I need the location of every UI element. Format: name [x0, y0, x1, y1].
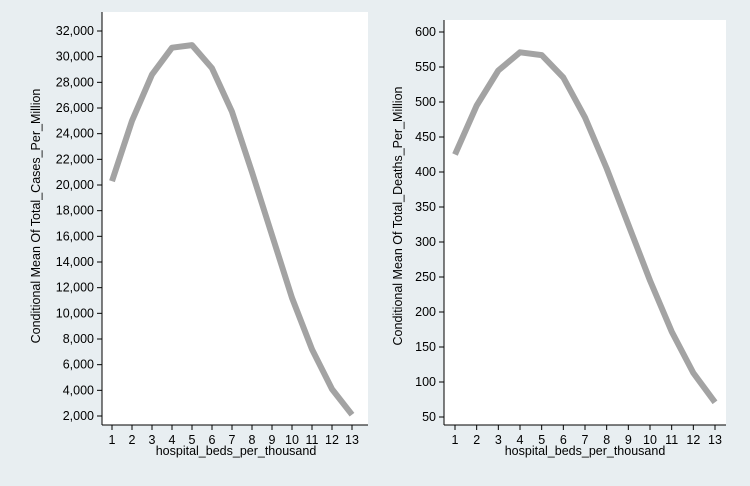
deaths-y-tick-label: 400 — [415, 165, 436, 179]
deaths-y-tick-label: 50 — [422, 410, 436, 424]
deaths-plot-area — [444, 20, 726, 425]
cases-y-tick-label: 32,000 — [56, 24, 94, 38]
cases-x-tick-label: 5 — [189, 433, 196, 447]
cases-x-tick-label: 13 — [345, 433, 359, 447]
deaths-y-tick-label: 600 — [415, 25, 436, 39]
cases-series-line — [109, 42, 355, 417]
deaths-x-tick-label: 11 — [665, 433, 678, 447]
deaths-y-tick-label: 550 — [415, 60, 436, 74]
cases-plot-area — [102, 12, 368, 425]
deaths-x-tick-label: 9 — [625, 433, 632, 447]
deaths-x-tick-label: 1 — [452, 433, 459, 447]
cases-y-tick-label: 8,000 — [63, 332, 94, 346]
cases-y-tick-label: 20,000 — [56, 178, 94, 192]
cases-chart: 2,0004,0006,0008,00010,00012,00014,00016… — [29, 12, 368, 458]
deaths-series-line — [452, 49, 718, 405]
cases-x-tick-label: 11 — [306, 433, 319, 447]
cases-y-tick-label: 6,000 — [63, 358, 94, 372]
cases-x-tick-label: 4 — [169, 433, 176, 447]
cases-y-tick-label: 2,000 — [63, 409, 94, 423]
cases-y-axis-title: Conditional Mean Of Total_Cases_Per_Mill… — [29, 89, 43, 344]
cases-y-tick-label: 24,000 — [56, 127, 94, 141]
deaths-x-tick-label: 13 — [708, 433, 722, 447]
deaths-x-tick-label: 5 — [538, 433, 545, 447]
deaths-x-tick-label: 12 — [686, 433, 700, 447]
cases-x-tick-label: 6 — [209, 433, 216, 447]
cases-x-tick-label: 9 — [269, 433, 276, 447]
cases-x-tick-label: 3 — [149, 433, 156, 447]
cases-x-tick-label: 12 — [325, 433, 339, 447]
deaths-x-tick-label: 3 — [495, 433, 502, 447]
deaths-x-ticks: 1 2 3 4 5 6 7 8 9 10 11 12 13 — [452, 425, 722, 447]
cases-y-tick-label: 30,000 — [56, 50, 94, 64]
deaths-y-tick-label: 200 — [415, 305, 436, 319]
deaths-x-tick-label: 6 — [560, 433, 567, 447]
deaths-x-tick-label: 2 — [473, 433, 480, 447]
deaths-y-axis-title: Conditional Mean Of Total_Deaths_Per_Mil… — [391, 86, 405, 345]
deaths-y-ticks: 50 100 150 200 250 300 350 400 450 500 550 600 — [415, 25, 444, 424]
deaths-y-tick-label: 250 — [415, 270, 436, 284]
deaths-y-tick-label: 350 — [415, 200, 436, 214]
cases-y-tick-label: 28,000 — [56, 75, 94, 89]
cases-y-tick-label: 18,000 — [56, 204, 94, 218]
cases-x-tick-label: 7 — [229, 433, 236, 447]
deaths-x-tick-label: 10 — [643, 433, 657, 447]
deaths-x-tick-label: 4 — [517, 433, 524, 447]
cases-y-tick-label: 26,000 — [56, 101, 94, 115]
deaths-y-tick-label: 300 — [415, 235, 436, 249]
cases-y-ticks: 2,000 4,000 6,000 8,000 10,000 12,000 14,000 16… — [56, 24, 102, 423]
cases-y-tick-label: 10,000 — [56, 306, 94, 320]
deaths-x-axis-title: hospital_beds_per_thousand — [505, 444, 666, 458]
cases-y-tick-label: 4,000 — [63, 383, 94, 397]
deaths-y-tick-label: 100 — [415, 375, 436, 389]
deaths-x-tick-label: 8 — [603, 433, 610, 447]
cases-x-tick-label: 2 — [129, 433, 136, 447]
deaths-y-tick-label: 450 — [415, 130, 436, 144]
cases-x-tick-label: 1 — [109, 433, 116, 447]
deaths-y-tick-label: 500 — [415, 95, 436, 109]
cases-x-tick-label: 8 — [249, 433, 256, 447]
deaths-y-tick-label: 150 — [415, 340, 436, 354]
deaths-x-tick-label: 7 — [582, 433, 589, 447]
cases-x-axis-title: hospital_beds_per_thousand — [156, 444, 317, 458]
cases-y-tick-label: 16,000 — [56, 229, 94, 243]
cases-y-tick-label: 12,000 — [56, 281, 94, 295]
cases-x-ticks: 1 2 3 4 5 6 7 8 9 10 11 12 13 — [109, 425, 359, 447]
cases-y-tick-label: 22,000 — [56, 152, 94, 166]
cases-y-tick-label: 14,000 — [56, 255, 94, 269]
cases-x-tick-label: 10 — [285, 433, 299, 447]
